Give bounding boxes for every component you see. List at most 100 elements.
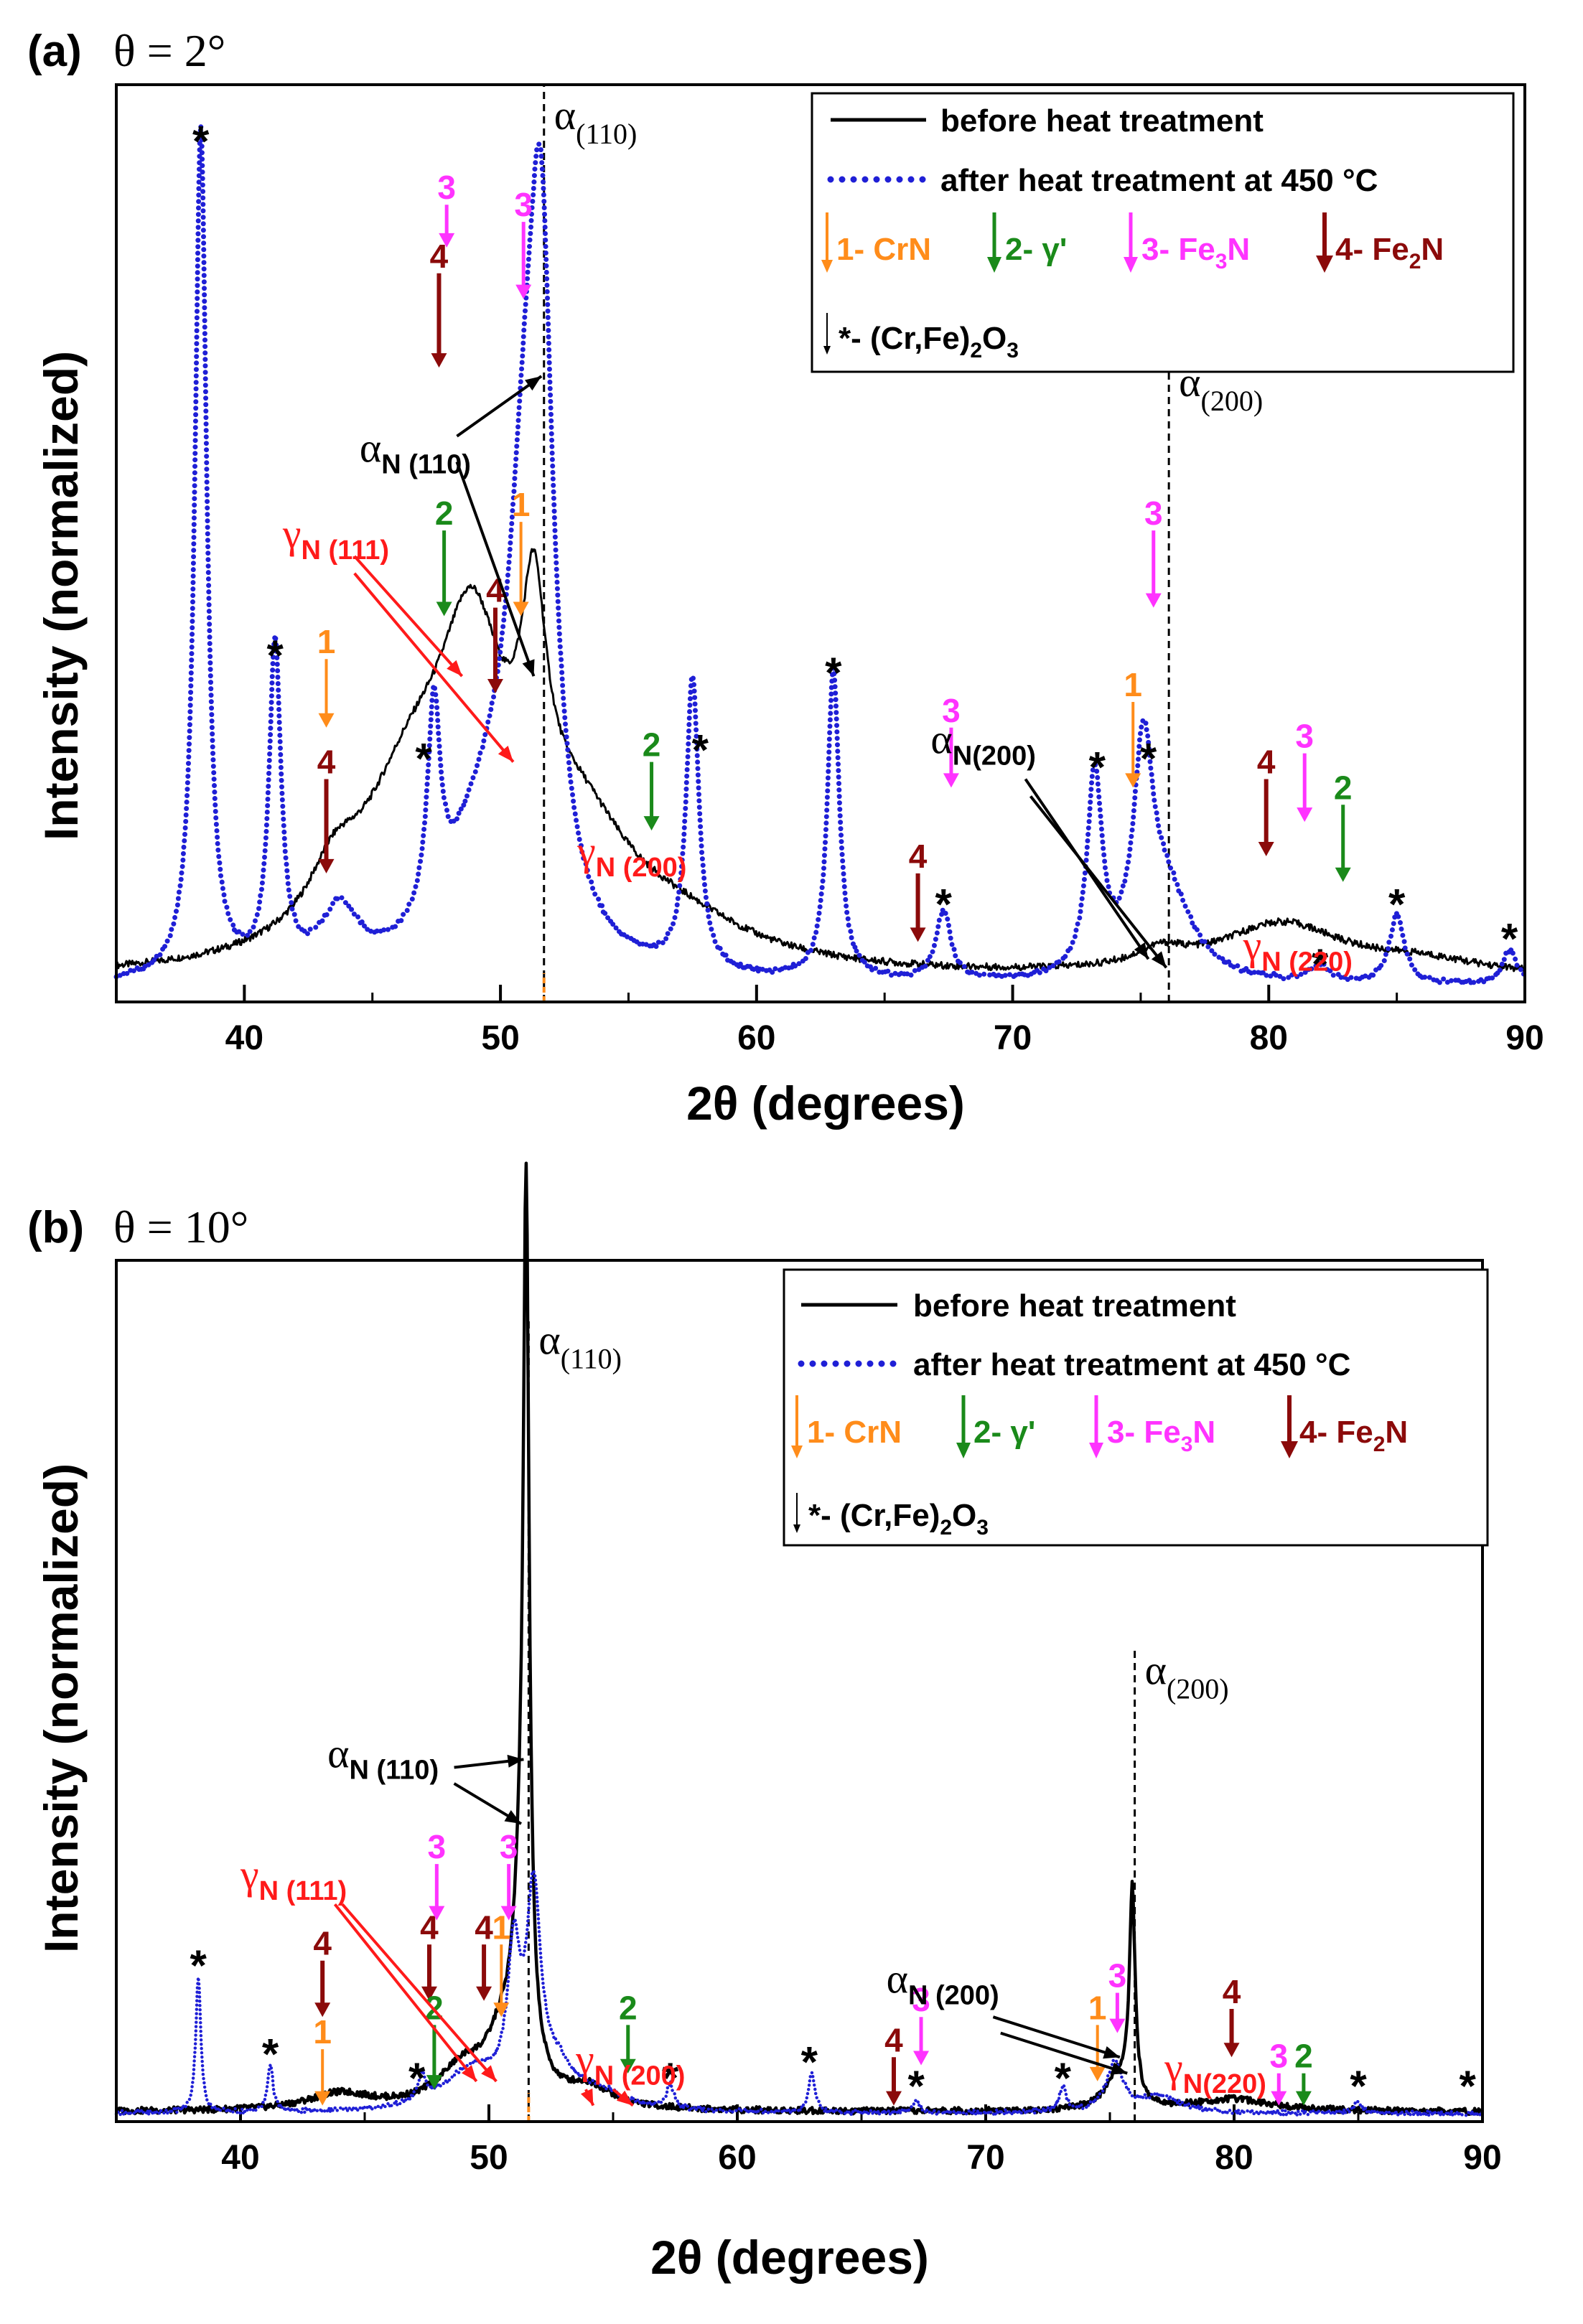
panel-b-legend-phase1-text: 1- CrN [807,1415,902,1450]
panel-b-annot-4-label: γN(220) [1164,2044,1266,2099]
panel-b-annot-1-arrow-0 [333,1903,478,2083]
panel-b-oxide-star-6: * [1055,2054,1072,2102]
panel-b-marker-12-head [1109,2018,1126,2033]
panel-a-marker-0-label: 1 [317,623,336,660]
panel-b-marker-1-label: 1 [313,2013,332,2051]
panel-a-title: θ = 2° [113,25,225,76]
panel-a-annot-3-label: αN(200) [930,716,1036,772]
panel-a-marker-0-head [318,713,335,728]
panel-a-marker-1-label: 4 [317,743,336,780]
panel-a-annot-0-label: αN (110) [360,425,471,480]
panel-b-marker-2-head [421,1986,437,2001]
panel-b-annot-3-arrowhead-0 [1103,2046,1120,2059]
panel-b-oxide-star-5: * [907,2062,925,2110]
panel-b-title: θ = 10° [113,1201,248,1252]
panel-a-marker-7-label: 1 [512,486,531,523]
panel-a-annot-0-arrowhead-0 [525,376,542,391]
panel-b-legend-box [783,1268,1489,1547]
panel-b-xtick-label-80: 80 [1215,2139,1253,2177]
panel-a-legend-phase2-text: 2- γ' [1005,232,1067,267]
panel-b-marker-8-head [620,2058,636,2074]
panel-a-legend-phase2: 2- γ' [987,212,1067,273]
panel-a-annot-4-label: γN (220) [1243,922,1353,977]
panel-b-legend-phase1: 1- CrN [791,1395,902,1458]
panel-a-marker-5-head [487,679,503,694]
panel-a-annot-1-label: γN (111) [282,510,389,566]
panel-a-annot-3-arrowhead-0 [1134,942,1149,960]
panel-b: (b) θ = 10° Intensity (normalized) 2θ (d… [27,1161,1502,2284]
panel-a-legend: before heat treatment after heat treatme… [811,92,1515,373]
panel-a-annot-0-arrow-1 [455,461,536,677]
panel-b-marker-5-label: 4 [475,1908,493,1946]
panel-a-marker-15-head [1335,867,1351,882]
panel-a-legend-oxide: *- (Cr,Fe)2O3 [823,313,1019,362]
panel-a-marker-8-head [643,816,660,831]
panel-b-marker-3-label: 3 [428,1828,447,1865]
panel-a-marker-14-head [1297,807,1313,823]
panel-b-xtick-label-90: 90 [1463,2139,1501,2177]
panel-b-marker-5-head [476,1986,492,2001]
panel-a-marker-3-head [439,233,455,248]
panel-b-annot-3-arrowhead-1 [1110,2062,1128,2075]
panel-a-marker-6-head [515,284,532,299]
panel-b-marker-7-head [493,2002,510,2018]
panel-a-xtick-label-80: 80 [1250,1019,1288,1057]
panel-b-marker-10-label: 3 [912,1981,930,2018]
panel-a-legend-phase4-arrowhead [1316,256,1333,273]
panel-a-legend-phase4: 4- Fe2N [1316,212,1444,273]
panel-b-annot-0-arrowhead-0 [507,1754,524,1768]
panel-a-annot-1-arrowhead-0 [447,660,462,677]
panel-a-marker-13-label: 4 [1257,743,1276,780]
panel-a-annot-1-arrow-0 [353,555,464,678]
panel-b-annot-0-label: αN (110) [327,1730,439,1786]
panel-a-legend-phase1-text: 1- CrN [836,232,931,267]
panel-a-series-after [113,123,1528,987]
panel-a-marker-11-label: 1 [1124,666,1142,703]
panel-a-oxide-star-4: * [825,649,842,697]
panel-b-series-before [115,1161,1485,2116]
panel-b-annot-1-arrow-1 [341,1903,498,2083]
panel-b-marker-6-head [500,1906,517,1921]
panel-a-series-before [115,548,1526,973]
panel-a-marker-8-label: 2 [643,726,661,764]
panel-b-marker-1-head [314,2091,331,2106]
panel-a-xtick-label-90: 90 [1505,1019,1544,1057]
panel-a-marker-7-head [513,601,529,617]
panel-b-legend-phase4-arrowhead [1281,1441,1298,1458]
panel-b-annot-2-label: γN (200) [575,2036,685,2091]
panel-b-legend-phase4-text: 4- Fe2N [1299,1415,1408,1456]
panel-b-marker-7-label: 1 [492,1908,511,1946]
panel-a-marker-15-label: 2 [1334,769,1353,806]
panel-b-oxide-star-7: * [1350,2062,1367,2110]
panel-a-marker-4-head [436,601,452,617]
panel-b-marker-4-head [426,2075,442,2090]
panel-a-marker-9-head [910,927,926,942]
panel-b-oxide-star-0: * [190,1941,207,1990]
panel-b-xlabel: 2θ (degrees) [650,2231,929,2284]
panel-a-frame [115,83,1526,1003]
panel-a-marker-10-head [943,773,959,788]
panel-b-marker-8-label: 2 [619,1989,638,2026]
panel-b-marker-15-label: 2 [1294,2038,1313,2075]
panel-b-annot-1-arrowhead-0 [461,2065,477,2081]
panel-a-xtick-label-70: 70 [994,1019,1032,1057]
panel-a-annot-0-arrow-0 [456,375,543,438]
panel-b-legend-oxide: *- (Cr,Fe)2O3 [793,1493,989,1540]
panel-b-annot-1-arrowhead-1 [481,2065,497,2081]
panel-a-xlabel: 2θ (degrees) [686,1077,965,1130]
panel-b-xtick-label-70: 70 [966,2139,1004,2177]
panel-a-marker-12-label: 3 [1144,495,1163,532]
panel-a-marker-1-head [318,858,335,873]
panel-a-legend-phase1: 1- CrN [821,212,931,273]
panel-b-annot-2-arrowhead-1 [616,2090,633,2106]
panel-a-oxide-star-6: * [1089,744,1106,792]
panel-a-label: (a) [27,27,82,76]
panel-a-annot-0-arrowhead-1 [522,659,535,677]
panel-b-marker-6-label: 3 [500,1828,518,1865]
panel-a-xtick-label-50: 50 [481,1019,519,1057]
panel-b-legend-phase3-arrowhead [1089,1443,1103,1458]
panel-b-annot-2-arrowhead-0 [580,2088,594,2106]
panel-b-marker-15-head [1295,2091,1312,2106]
panel-a-marker-9-label: 4 [909,838,928,875]
